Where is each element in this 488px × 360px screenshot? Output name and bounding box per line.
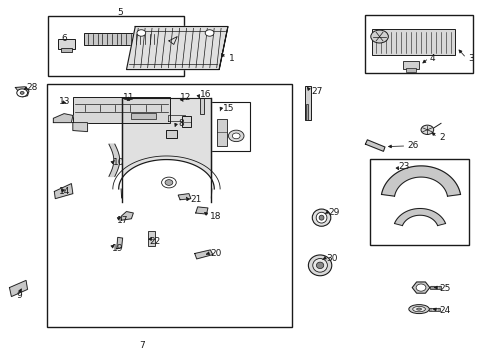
Polygon shape — [195, 207, 207, 214]
Circle shape — [17, 89, 27, 97]
Text: 2: 2 — [439, 133, 444, 142]
Polygon shape — [117, 237, 122, 249]
Bar — [305, 86, 311, 120]
Polygon shape — [194, 250, 212, 259]
Polygon shape — [53, 114, 73, 123]
Ellipse shape — [319, 215, 324, 220]
Bar — [365, 15, 472, 73]
Ellipse shape — [412, 306, 425, 312]
Text: 9: 9 — [16, 291, 22, 300]
Ellipse shape — [408, 305, 428, 314]
Text: 30: 30 — [326, 255, 337, 264]
Text: 20: 20 — [210, 249, 221, 258]
Text: 16: 16 — [199, 90, 211, 99]
Polygon shape — [167, 115, 184, 121]
Polygon shape — [73, 123, 87, 132]
Bar — [429, 286, 440, 289]
Ellipse shape — [308, 255, 331, 276]
Text: 24: 24 — [439, 306, 450, 315]
Text: 23: 23 — [397, 162, 408, 171]
Text: 8: 8 — [178, 119, 184, 128]
Circle shape — [228, 130, 244, 141]
Polygon shape — [365, 140, 384, 151]
Bar — [83, 33, 159, 45]
Bar — [369, 159, 468, 245]
Circle shape — [232, 133, 240, 139]
Ellipse shape — [316, 262, 323, 269]
Text: 15: 15 — [222, 104, 234, 113]
Polygon shape — [168, 37, 177, 44]
Text: 7: 7 — [139, 341, 144, 350]
Text: 12: 12 — [180, 93, 191, 102]
Bar — [216, 119, 227, 146]
Ellipse shape — [416, 308, 421, 310]
Text: 22: 22 — [149, 237, 161, 246]
Bar — [48, 16, 183, 76]
Bar — [428, 308, 439, 311]
Bar — [403, 61, 418, 69]
Text: 14: 14 — [59, 187, 70, 196]
Polygon shape — [54, 184, 73, 199]
Circle shape — [415, 284, 425, 291]
Text: 10: 10 — [113, 158, 124, 167]
Bar — [61, 48, 72, 52]
Text: 6: 6 — [61, 34, 67, 43]
Text: 5: 5 — [117, 8, 123, 17]
Text: 18: 18 — [210, 212, 222, 221]
Circle shape — [161, 177, 176, 188]
Circle shape — [370, 30, 387, 43]
Polygon shape — [122, 212, 133, 220]
Text: 29: 29 — [328, 208, 339, 217]
Circle shape — [420, 125, 433, 134]
Ellipse shape — [312, 209, 330, 226]
Text: 17: 17 — [117, 216, 128, 225]
Bar — [73, 97, 170, 123]
Circle shape — [205, 30, 214, 36]
Ellipse shape — [316, 212, 326, 223]
Text: 11: 11 — [122, 93, 134, 102]
Text: 4: 4 — [429, 54, 434, 63]
Bar — [406, 68, 415, 72]
Polygon shape — [381, 166, 460, 196]
Polygon shape — [219, 27, 227, 69]
Bar — [210, 102, 250, 151]
Polygon shape — [178, 194, 190, 200]
Polygon shape — [15, 87, 29, 97]
Polygon shape — [109, 144, 120, 176]
Bar — [182, 116, 190, 127]
Text: 19: 19 — [112, 244, 123, 253]
Text: 28: 28 — [26, 83, 38, 92]
Text: 13: 13 — [59, 96, 71, 105]
Bar — [306, 104, 308, 120]
Ellipse shape — [312, 258, 327, 272]
Bar — [371, 30, 454, 55]
Text: 3: 3 — [467, 54, 472, 63]
Text: 21: 21 — [189, 195, 201, 204]
Circle shape — [20, 91, 24, 94]
Text: 25: 25 — [439, 284, 450, 293]
Bar — [166, 130, 177, 138]
Bar — [131, 113, 156, 119]
Text: 1: 1 — [228, 54, 234, 63]
Text: 27: 27 — [311, 86, 323, 95]
Circle shape — [137, 30, 145, 36]
Polygon shape — [122, 98, 211, 220]
Bar — [58, 40, 75, 49]
Circle shape — [164, 180, 172, 185]
Bar — [148, 231, 155, 246]
Bar — [47, 84, 292, 327]
Polygon shape — [119, 159, 214, 237]
Polygon shape — [394, 208, 445, 226]
Bar — [199, 98, 203, 114]
Polygon shape — [126, 27, 227, 69]
Polygon shape — [9, 280, 27, 297]
Polygon shape — [411, 282, 429, 293]
Text: 26: 26 — [407, 141, 418, 150]
